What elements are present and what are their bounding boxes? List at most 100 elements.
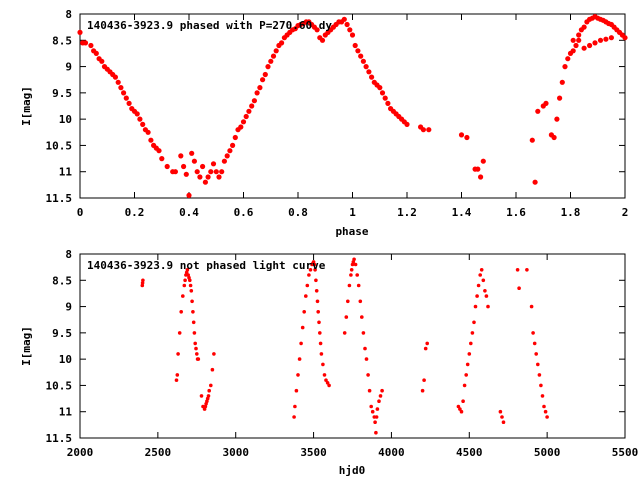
- data-point: [314, 278, 318, 283]
- data-point: [342, 331, 347, 335]
- data-point: [123, 95, 129, 101]
- data-point: [581, 24, 587, 30]
- data-point: [293, 404, 297, 409]
- data-point: [347, 27, 353, 33]
- data-point: [469, 341, 473, 346]
- data-point: [186, 273, 190, 277]
- data-point: [324, 378, 328, 383]
- data-point: [199, 394, 204, 398]
- data-point: [164, 163, 170, 170]
- data-point: [200, 163, 206, 170]
- x-axis-label: phase: [335, 225, 368, 238]
- y-tick-label: 9: [65, 301, 72, 314]
- data-point: [305, 283, 310, 288]
- y-tick-label: 11.5: [46, 192, 73, 205]
- data-point: [141, 278, 145, 283]
- data-point: [325, 381, 330, 385]
- data-point: [369, 74, 375, 80]
- data-point: [193, 341, 197, 346]
- data-point: [385, 100, 391, 106]
- data-point: [543, 409, 548, 414]
- data-point: [358, 53, 364, 59]
- data-point: [172, 169, 178, 175]
- data-point: [317, 320, 321, 325]
- data-point: [312, 262, 317, 267]
- data-point: [377, 85, 383, 91]
- data-point: [352, 42, 358, 49]
- data-point: [188, 283, 193, 288]
- data-point: [88, 42, 94, 49]
- data-point: [186, 192, 192, 198]
- data-point: [82, 40, 89, 46]
- data-point: [347, 283, 352, 288]
- data-point: [501, 420, 506, 425]
- data-point: [145, 129, 151, 135]
- data-point: [464, 134, 470, 141]
- y-tick-label: 10.5: [46, 139, 73, 152]
- data-point: [363, 346, 367, 351]
- data-point: [581, 45, 587, 51]
- x-tick-label: 0.4: [179, 206, 199, 219]
- data-points: [77, 14, 628, 198]
- data-point: [360, 315, 364, 319]
- phased-light-curve-panel: 0 0.2 0.4 0.6 0.8 1 1.2 1.4 1.6 1.8 2 8 8.5 9 9.5 10 10…: [20, 8, 628, 238]
- data-point: [346, 299, 350, 304]
- data-point: [529, 304, 534, 309]
- data-point: [352, 257, 356, 262]
- data-point: [542, 404, 546, 409]
- data-point: [551, 134, 557, 141]
- data-point: [554, 116, 560, 122]
- x-axis-ticks: 0 0.2 0.4 0.6 0.8 1 1.2 1.4 1.6 1.8 2: [77, 14, 628, 219]
- data-point: [378, 394, 383, 398]
- data-point: [175, 373, 180, 377]
- data-point: [377, 399, 381, 404]
- data-point: [189, 150, 195, 156]
- x-tick-label: 2500: [145, 446, 172, 459]
- data-point: [539, 383, 543, 388]
- data-point: [322, 373, 327, 377]
- data-point: [148, 137, 154, 143]
- data-point: [316, 310, 321, 314]
- data-point: [321, 362, 325, 367]
- data-point: [313, 268, 317, 272]
- data-point: [194, 346, 198, 351]
- data-point: [315, 299, 320, 304]
- x-tick-label: 5000: [534, 446, 561, 459]
- y-tick-label: 8.5: [52, 274, 72, 287]
- data-point: [318, 331, 322, 335]
- data-point: [246, 108, 252, 114]
- data-point: [534, 352, 538, 356]
- data-point: [230, 142, 236, 148]
- data-point: [302, 310, 307, 314]
- data-point: [597, 37, 604, 43]
- data-point: [355, 273, 360, 277]
- data-point: [353, 262, 358, 267]
- data-point: [208, 169, 214, 175]
- y-axis-ticks: 8 8.5 9 9.5 10 10.5 11 11.5: [46, 8, 625, 205]
- data-point: [194, 169, 200, 175]
- data-point: [476, 283, 481, 288]
- data-point: [118, 85, 124, 91]
- data-point: [500, 415, 504, 419]
- data-point: [156, 148, 162, 154]
- data-point: [296, 373, 300, 377]
- data-point: [232, 134, 238, 141]
- data-point: [77, 29, 83, 35]
- data-point: [370, 409, 375, 414]
- data-points: [140, 257, 549, 435]
- data-point: [456, 404, 461, 409]
- data-point: [190, 299, 194, 304]
- data-point: [540, 394, 545, 398]
- data-point: [356, 283, 361, 288]
- data-point: [307, 273, 311, 277]
- data-point: [221, 158, 227, 164]
- data-point: [183, 278, 187, 283]
- data-point: [121, 90, 127, 96]
- data-point: [318, 341, 323, 346]
- data-point: [479, 268, 484, 272]
- x-tick-label: 4000: [378, 446, 405, 459]
- data-point: [573, 42, 579, 49]
- data-point: [273, 48, 279, 54]
- x-tick-label: 0.8: [288, 206, 308, 219]
